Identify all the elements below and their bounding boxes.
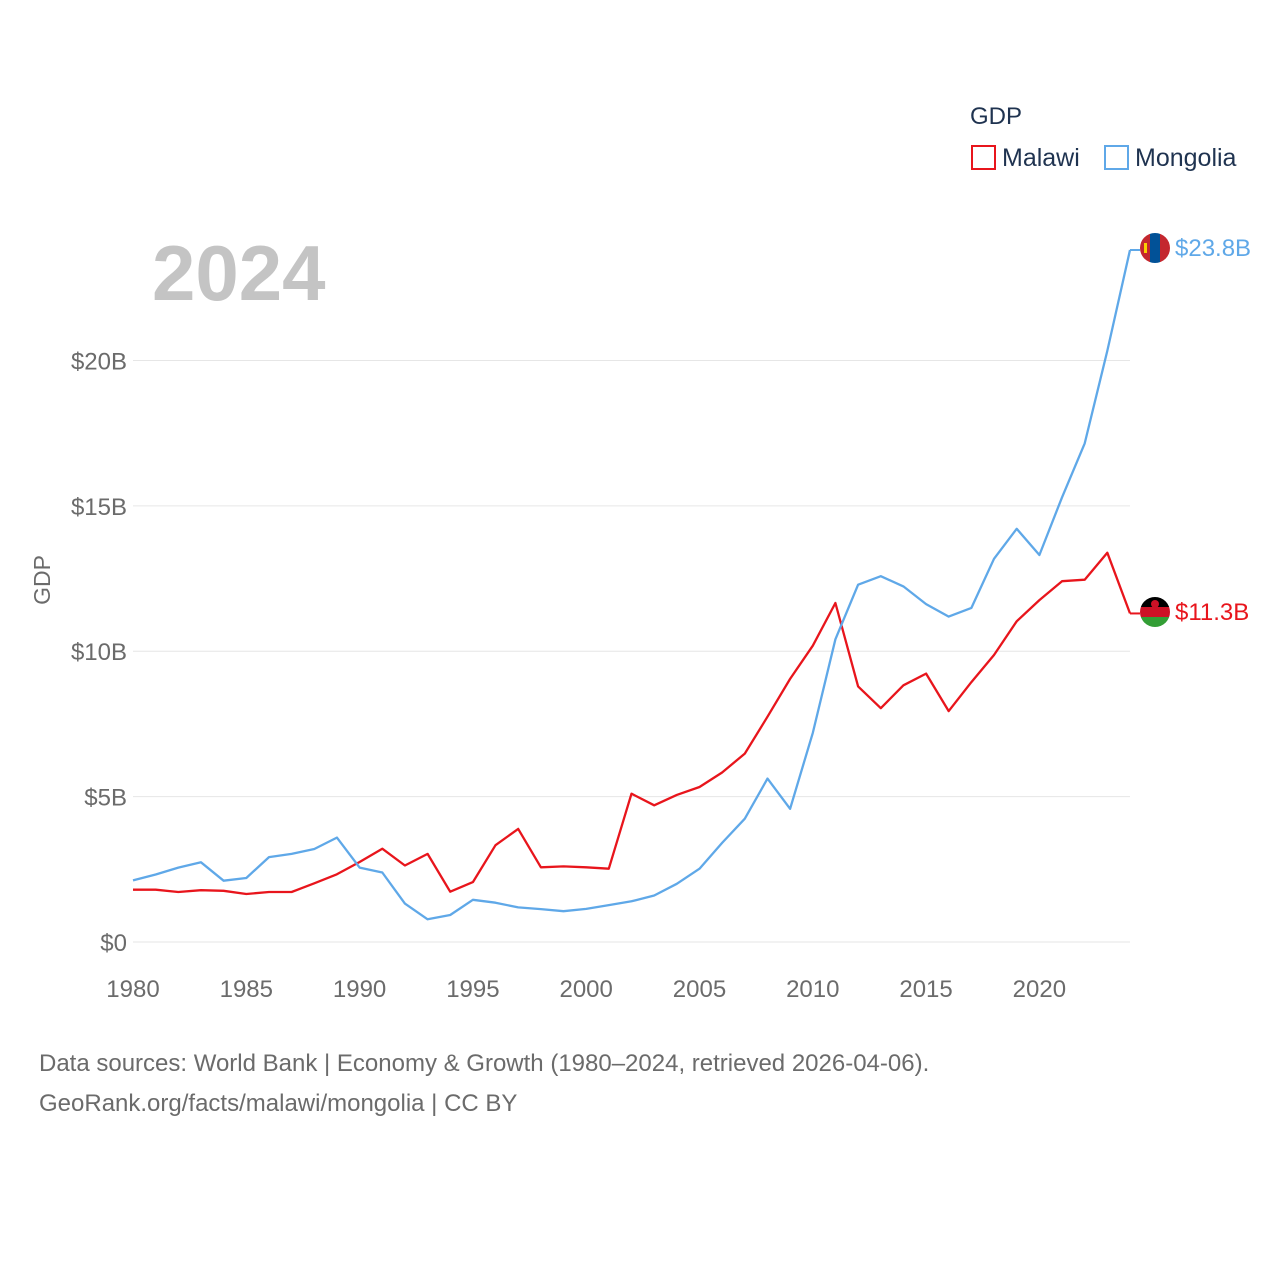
x-tick-label: 2000 [559,976,612,1003]
legend-label-mongolia: Mongolia [1135,144,1237,172]
x-tick-label: 2005 [673,976,726,1003]
source-note: Data sources: World Bank | Economy & Gro… [39,1044,929,1124]
y-tick-label: $20B [71,348,127,375]
x-tick-label: 2010 [786,976,839,1003]
source-line-1: Data sources: World Bank | Economy & Gro… [39,1050,930,1077]
series-line-mongolia [132,249,1132,921]
year-label: 2024 [152,229,326,317]
end-value-label-mongolia: $23.8B [1175,235,1251,262]
legend-swatch-mongolia [1104,145,1129,170]
series-line-malawi [133,551,1132,896]
x-axis-ticks: 1980 1985 1990 1995 2000 2005 2010 2015 2020 [106,976,1066,1003]
x-tick-label: 1990 [333,976,386,1003]
x-tick-label: 1995 [446,976,499,1003]
x-tick-label: 1980 [106,976,159,1003]
y-tick-label: $5B [84,785,127,812]
x-tick-label: 2015 [899,976,952,1003]
series-lines [132,249,1140,921]
y-axis-label: GDP [29,555,55,605]
x-tick-label: 1985 [220,976,273,1003]
mongolia-flag-icon [1140,233,1170,263]
y-tick-label: $15B [71,494,127,521]
y-tick-label: $0 [100,930,127,957]
end-value-label-malawi: $11.3B [1175,599,1249,626]
source-line-2: GeoRank.org/facts/malawi/mongolia | CC B… [39,1090,518,1117]
x-tick-label: 2020 [1013,976,1066,1003]
legend-label-malawi: Malawi [1002,144,1080,172]
grid-lines [133,359,1130,943]
y-axis-ticks: $0 $5B $10B $15B $20B [71,348,127,957]
gdp-line-chart: $0 $5B $10B $15B $20B 1980 1985 1990 1995 2000 20… [29,103,1251,1003]
legend-swatch-malawi [971,145,996,170]
malawi-flag-icon [1140,597,1170,627]
y-tick-label: $10B [71,639,127,666]
legend-title: GDP [970,103,1022,130]
